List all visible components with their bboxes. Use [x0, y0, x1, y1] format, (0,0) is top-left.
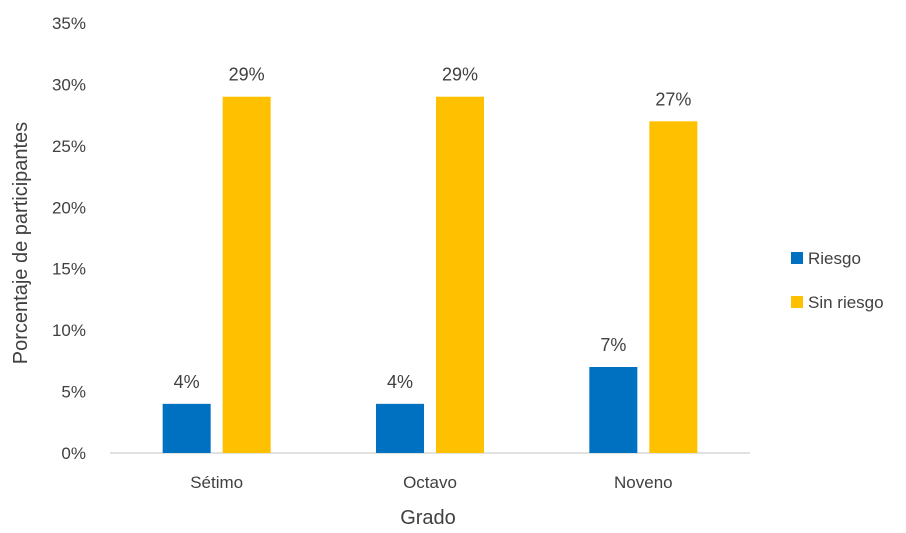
legend-label: Sin riesgo	[808, 293, 884, 312]
bar-riesgo-2[interactable]	[589, 367, 638, 453]
bar-riesgo-1[interactable]	[376, 403, 424, 453]
bars	[162, 96, 698, 454]
x-axis-ticks: Sétimo Octavo Noveno	[190, 473, 672, 492]
data-label: 29%	[442, 65, 478, 85]
y-tick-label: 10%	[52, 321, 86, 340]
y-tick-label: 30%	[52, 75, 86, 94]
bar-sin-riesgo-0[interactable]	[222, 96, 271, 453]
y-tick-label: 0%	[61, 444, 86, 463]
y-tick-label: 5%	[61, 383, 86, 402]
y-tick-label: 25%	[52, 137, 86, 156]
data-label: 4%	[387, 372, 413, 392]
bar-riesgo-0[interactable]	[162, 403, 211, 453]
data-label: 7%	[600, 335, 626, 355]
legend-label: Riesgo	[808, 249, 861, 268]
y-axis-title: Porcentaje de participantes	[10, 122, 32, 364]
legend-swatch	[791, 296, 803, 308]
data-label: 29%	[229, 65, 265, 85]
y-axis-ticks: 0% 5% 10% 15% 20% 25% 30% 35%	[52, 14, 86, 463]
legend-swatch	[791, 252, 803, 264]
x-tick-label: Sétimo	[190, 473, 243, 492]
y-tick-label: 20%	[52, 198, 86, 217]
x-tick-label: Octavo	[403, 473, 457, 492]
bar-sin-riesgo-1[interactable]	[436, 96, 484, 453]
legend[interactable]: Riesgo Sin riesgo	[791, 249, 884, 312]
bar-sin-riesgo-2[interactable]	[649, 121, 698, 454]
data-label: 27%	[655, 89, 691, 109]
x-axis-title: Grado	[400, 507, 456, 529]
x-tick-label: Noveno	[614, 473, 673, 492]
y-tick-label: 35%	[52, 14, 86, 33]
data-label: 4%	[174, 372, 200, 392]
y-tick-label: 15%	[52, 260, 86, 279]
data-labels: 4% 29% 4% 29% 7% 27%	[174, 65, 692, 392]
